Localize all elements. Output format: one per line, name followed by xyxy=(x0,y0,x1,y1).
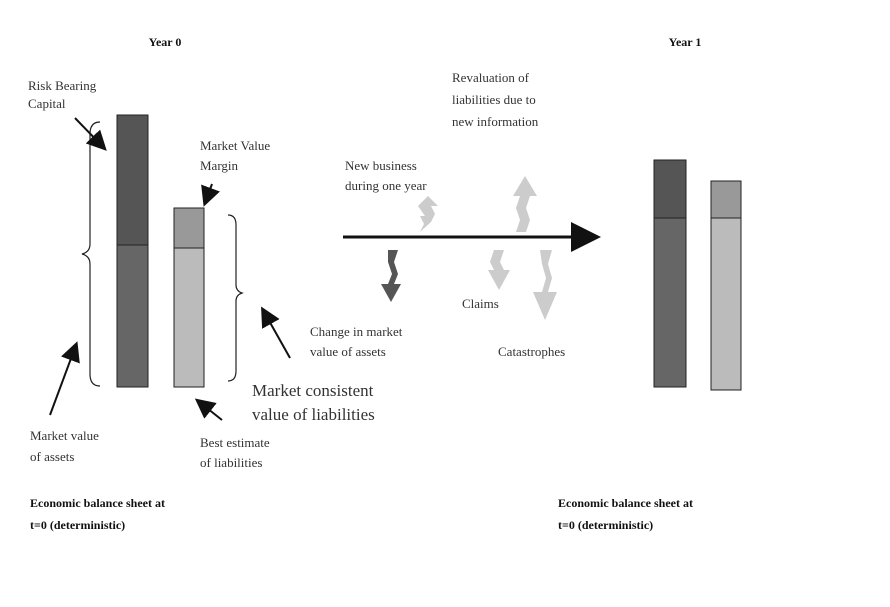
label: t=0 (deterministic) xyxy=(558,518,653,532)
liabilities-bar xyxy=(173,247,205,388)
down-arrow xyxy=(488,250,510,290)
label: t=0 (deterministic) xyxy=(30,518,125,532)
label: Economic balance sheet at xyxy=(30,496,165,510)
pointer xyxy=(201,183,220,207)
risk-capital-bar xyxy=(653,159,687,219)
label: new information xyxy=(452,114,539,129)
label: Best estimate xyxy=(200,435,270,450)
bars xyxy=(116,114,742,391)
pointer xyxy=(261,306,291,359)
margin-bar xyxy=(710,180,742,219)
up-arrow xyxy=(513,176,537,232)
risk-capital-bar xyxy=(116,114,149,246)
label: liabilities due to xyxy=(452,92,536,107)
label: Capital xyxy=(28,96,66,111)
down-arrow xyxy=(381,250,401,302)
brace xyxy=(81,121,101,387)
label: Risk Bearing xyxy=(28,78,97,93)
flow-arrows xyxy=(381,176,557,320)
pointer xyxy=(49,341,80,416)
pointer xyxy=(194,398,223,421)
liabilities-bar xyxy=(710,217,742,391)
label: Market consistent xyxy=(252,381,374,400)
braces xyxy=(81,121,244,387)
assets-bar xyxy=(116,244,149,388)
assets-bar xyxy=(653,217,687,388)
labels: Risk Bearing Capital Market Value Margin Rev… xyxy=(28,70,693,532)
label: Margin xyxy=(200,158,239,173)
label: during one year xyxy=(345,178,427,193)
label: Catastrophes xyxy=(498,344,565,359)
pointers xyxy=(49,117,291,421)
year-label: Year 0 xyxy=(149,35,182,49)
label: of liabilities xyxy=(200,455,262,470)
brace xyxy=(227,214,244,382)
label: Market Value xyxy=(200,138,270,153)
down-arrow xyxy=(533,250,557,320)
year-label: Year 1 xyxy=(669,35,702,49)
label: Economic balance sheet at xyxy=(558,496,693,510)
label: Market value xyxy=(30,428,99,443)
label: New business xyxy=(345,158,417,173)
label: Revaluation of xyxy=(452,70,530,85)
label: value of assets xyxy=(310,344,386,359)
label: Claims xyxy=(462,296,499,311)
label: Change in market xyxy=(310,324,403,339)
up-arrow xyxy=(418,196,438,232)
label: of assets xyxy=(30,449,74,464)
label: value of liabilities xyxy=(252,405,375,424)
margin-bar xyxy=(173,207,205,249)
pointer xyxy=(74,117,107,151)
